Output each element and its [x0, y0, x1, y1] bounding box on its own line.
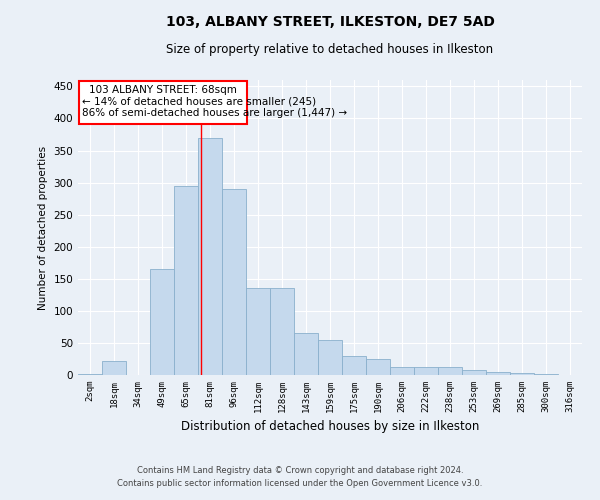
Bar — [294, 334, 318, 375]
Bar — [414, 368, 438, 375]
Text: 103, ALBANY STREET, ILKESTON, DE7 5AD: 103, ALBANY STREET, ILKESTON, DE7 5AD — [166, 15, 494, 29]
Bar — [486, 372, 510, 375]
Bar — [462, 370, 486, 375]
Bar — [246, 288, 270, 375]
Bar — [222, 189, 246, 375]
X-axis label: Distribution of detached houses by size in Ilkeston: Distribution of detached houses by size … — [181, 420, 479, 434]
Bar — [174, 186, 198, 375]
Bar — [510, 373, 534, 375]
Bar — [390, 368, 414, 375]
Bar — [342, 356, 366, 375]
Bar — [102, 361, 126, 375]
Bar — [534, 374, 558, 375]
Text: ← 14% of detached houses are smaller (245): ← 14% of detached houses are smaller (24… — [82, 97, 316, 107]
Bar — [366, 359, 390, 375]
Bar — [198, 138, 222, 375]
Bar — [150, 269, 174, 375]
Bar — [79, 82, 247, 124]
Text: Contains HM Land Registry data © Crown copyright and database right 2024.
Contai: Contains HM Land Registry data © Crown c… — [118, 466, 482, 487]
Bar — [270, 288, 294, 375]
Text: 103 ALBANY STREET: 68sqm: 103 ALBANY STREET: 68sqm — [89, 86, 237, 96]
Y-axis label: Number of detached properties: Number of detached properties — [38, 146, 48, 310]
Bar — [78, 374, 102, 375]
Text: 86% of semi-detached houses are larger (1,447) →: 86% of semi-detached houses are larger (… — [82, 108, 347, 118]
Bar — [318, 340, 342, 375]
Text: Size of property relative to detached houses in Ilkeston: Size of property relative to detached ho… — [166, 42, 494, 56]
Bar — [438, 368, 462, 375]
